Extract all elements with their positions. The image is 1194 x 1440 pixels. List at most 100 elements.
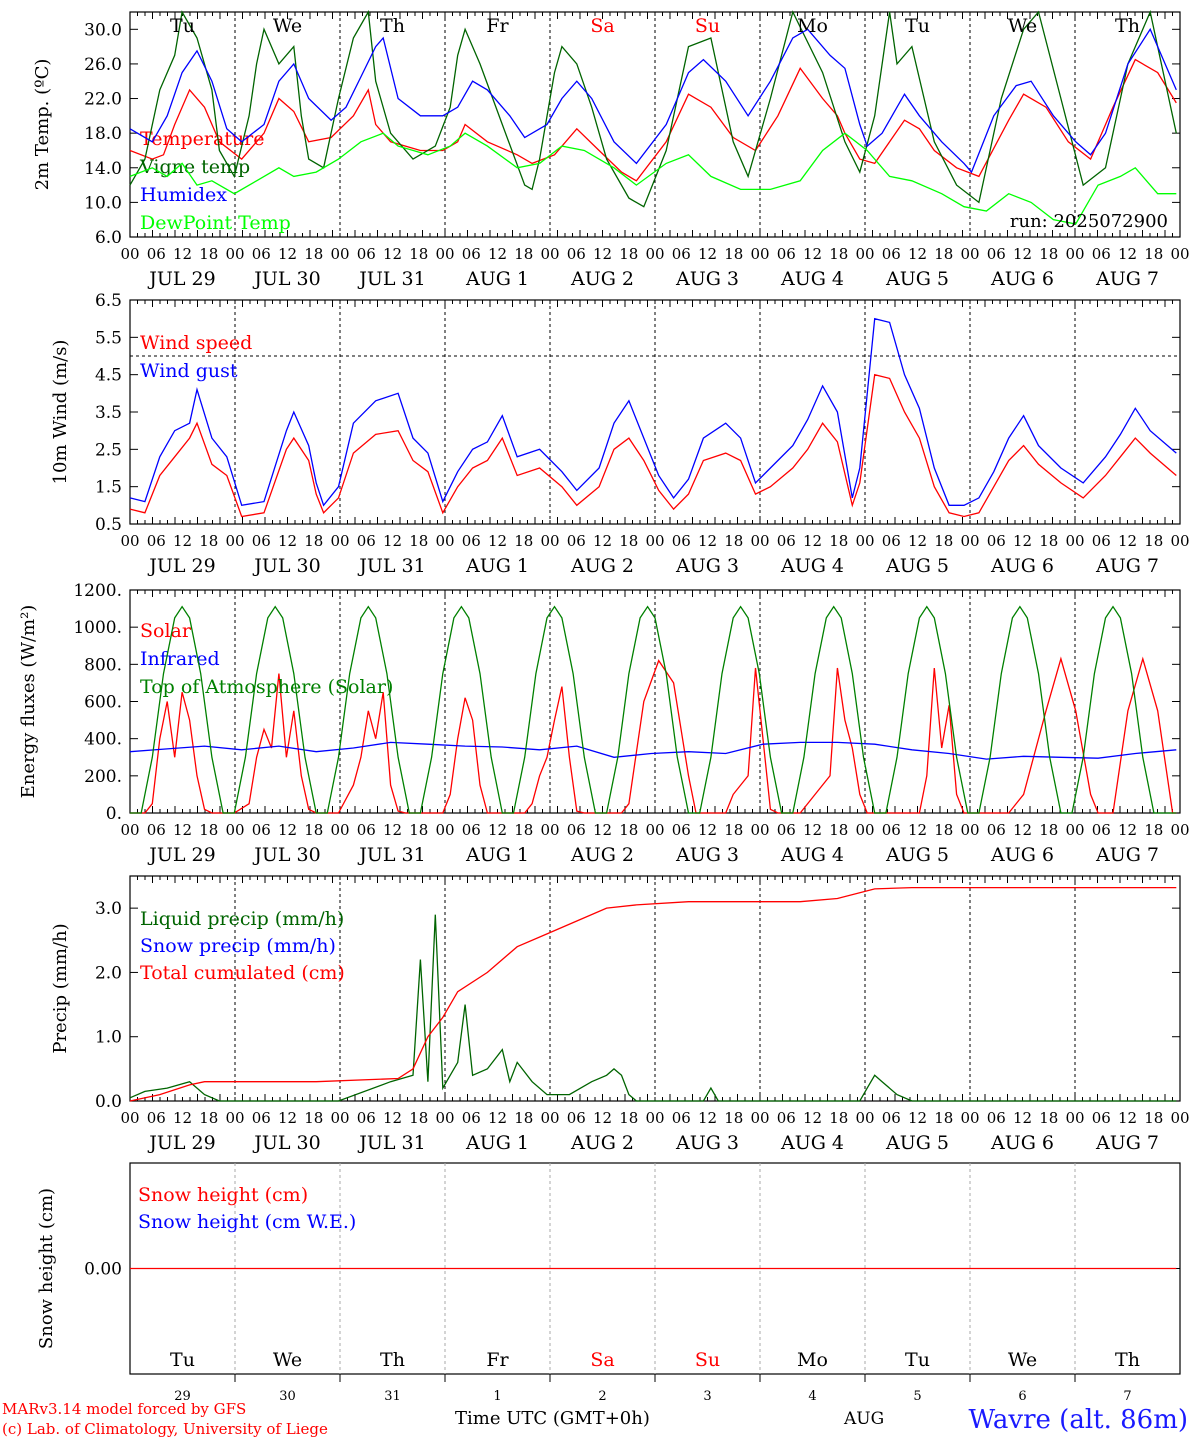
hour-tick-label: 12 (908, 821, 927, 839)
legend-entry: Temperature (140, 128, 264, 150)
date-label: AUG 2 (570, 268, 634, 290)
bottom-weekday-label: Su (695, 1349, 720, 1371)
hour-tick-label: 06 (987, 1109, 1006, 1127)
hour-tick-label: 18 (1039, 821, 1058, 839)
hour-tick-label: 06 (357, 245, 376, 263)
y-tick-label: 0.0 (95, 1092, 122, 1112)
series-line (129, 317, 1177, 507)
hour-tick-label: 12 (698, 821, 717, 839)
date-label: JUL 30 (252, 268, 320, 290)
date-label: AUG 3 (675, 1132, 739, 1154)
hour-tick-label: 06 (777, 1109, 796, 1127)
date-label: AUG 7 (1095, 844, 1159, 866)
hour-tick-label: 00 (1170, 532, 1189, 550)
legend-entry: Snow height (cm) (138, 1184, 308, 1206)
legend-entry: Total cumulated (cm) (140, 962, 345, 984)
hour-tick-label: 06 (882, 245, 901, 263)
series-line (129, 886, 1177, 1102)
date-label: JUL 29 (147, 268, 215, 290)
series-line (129, 27, 1177, 174)
hour-tick-label: 06 (882, 821, 901, 839)
date-label: AUG 5 (885, 555, 949, 577)
hour-tick-label: 00 (540, 245, 559, 263)
hour-tick-label: 06 (672, 1109, 691, 1127)
hour-tick-label: 18 (514, 245, 533, 263)
weekday-label: We (273, 15, 302, 37)
day-number-label: 7 (1123, 1389, 1131, 1404)
hour-tick-label: 06 (567, 1109, 586, 1127)
hour-tick-label: 12 (593, 821, 612, 839)
hour-tick-label: 00 (225, 245, 244, 263)
hour-tick-label: 18 (619, 245, 638, 263)
y-tick-label: 0.00 (84, 1260, 122, 1280)
date-label: JUL 31 (357, 844, 425, 866)
hour-tick-label: 18 (304, 1109, 323, 1127)
hour-tick-label: 18 (514, 532, 533, 550)
hour-tick-label: 06 (567, 532, 586, 550)
hour-tick-label: 06 (1092, 245, 1111, 263)
hour-tick-label: 12 (173, 245, 192, 263)
hour-tick-label: 18 (1144, 532, 1163, 550)
hour-tick-label: 06 (987, 245, 1006, 263)
hour-tick-label: 18 (409, 532, 428, 550)
hour-tick-label: 06 (252, 821, 271, 839)
day-number-label: 4 (808, 1389, 816, 1404)
hour-tick-label: 00 (1170, 245, 1189, 263)
hour-tick-label: 06 (252, 532, 271, 550)
bottom-weekday-label: Th (380, 1349, 405, 1371)
y-tick-label: 22.0 (84, 90, 122, 110)
weekday-label: We (1008, 15, 1037, 37)
hour-tick-label: 12 (278, 821, 297, 839)
hour-tick-label: 18 (934, 1109, 953, 1127)
hour-tick-label: 00 (1065, 532, 1084, 550)
panel-2: 0.5 1.5 2.5 3.5 4.5 5.5 6.5 10m Wind (m/s) Wind … (50, 291, 1190, 577)
hour-tick-label: 18 (1039, 532, 1058, 550)
hour-tick-label: 00 (120, 821, 139, 839)
hour-tick-label: 06 (147, 821, 166, 839)
hour-tick-label: 00 (855, 245, 874, 263)
hour-tick-label: 12 (803, 245, 822, 263)
hour-tick-label: 00 (330, 532, 349, 550)
date-label: AUG 5 (885, 1132, 949, 1154)
hour-tick-label: 18 (304, 245, 323, 263)
hour-tick-label: 12 (488, 245, 507, 263)
hour-tick-label: 18 (934, 245, 953, 263)
date-label: AUG 1 (465, 1132, 529, 1154)
hour-tick-label: 12 (1013, 821, 1032, 839)
hour-tick-label: 06 (567, 821, 586, 839)
hour-tick-label: 18 (829, 821, 848, 839)
hour-tick-label: 00 (645, 1109, 664, 1127)
legend-entry: Wind gust (140, 360, 238, 382)
hour-tick-label: 06 (672, 821, 691, 839)
day-number-label: 1 (493, 1389, 501, 1404)
y-tick-label: 3.5 (95, 403, 122, 423)
series-line (129, 58, 1177, 182)
weekday-label: Tu (170, 15, 195, 37)
hour-tick-label: 00 (540, 821, 559, 839)
weekday-label: Fr (486, 15, 509, 37)
date-label: AUG 6 (990, 555, 1054, 577)
bottom-weekday-label: Sa (590, 1349, 614, 1371)
y-tick-label: 0. (106, 804, 122, 824)
hour-tick-label: 12 (908, 532, 927, 550)
hour-tick-label: 00 (120, 1109, 139, 1127)
series-line (129, 914, 1177, 1102)
hour-tick-label: 18 (1144, 821, 1163, 839)
hour-tick-label: 12 (593, 532, 612, 550)
hour-tick-label: 12 (698, 532, 717, 550)
y-axis-label: Precip (mm/h) (50, 923, 71, 1053)
day-number-label: 30 (279, 1389, 296, 1404)
hour-tick-label: 12 (698, 245, 717, 263)
hour-tick-label: 00 (645, 821, 664, 839)
hour-tick-label: 18 (409, 245, 428, 263)
date-label: JUL 29 (147, 555, 215, 577)
hour-tick-label: 00 (645, 245, 664, 263)
weekday-label: Th (1115, 15, 1140, 37)
hour-tick-label: 18 (199, 532, 218, 550)
hour-tick-label: 06 (1092, 532, 1111, 550)
hour-tick-label: 00 (645, 532, 664, 550)
hour-tick-label: 06 (987, 532, 1006, 550)
legend-entry: Solar (140, 620, 192, 642)
hour-tick-label: 12 (383, 245, 402, 263)
